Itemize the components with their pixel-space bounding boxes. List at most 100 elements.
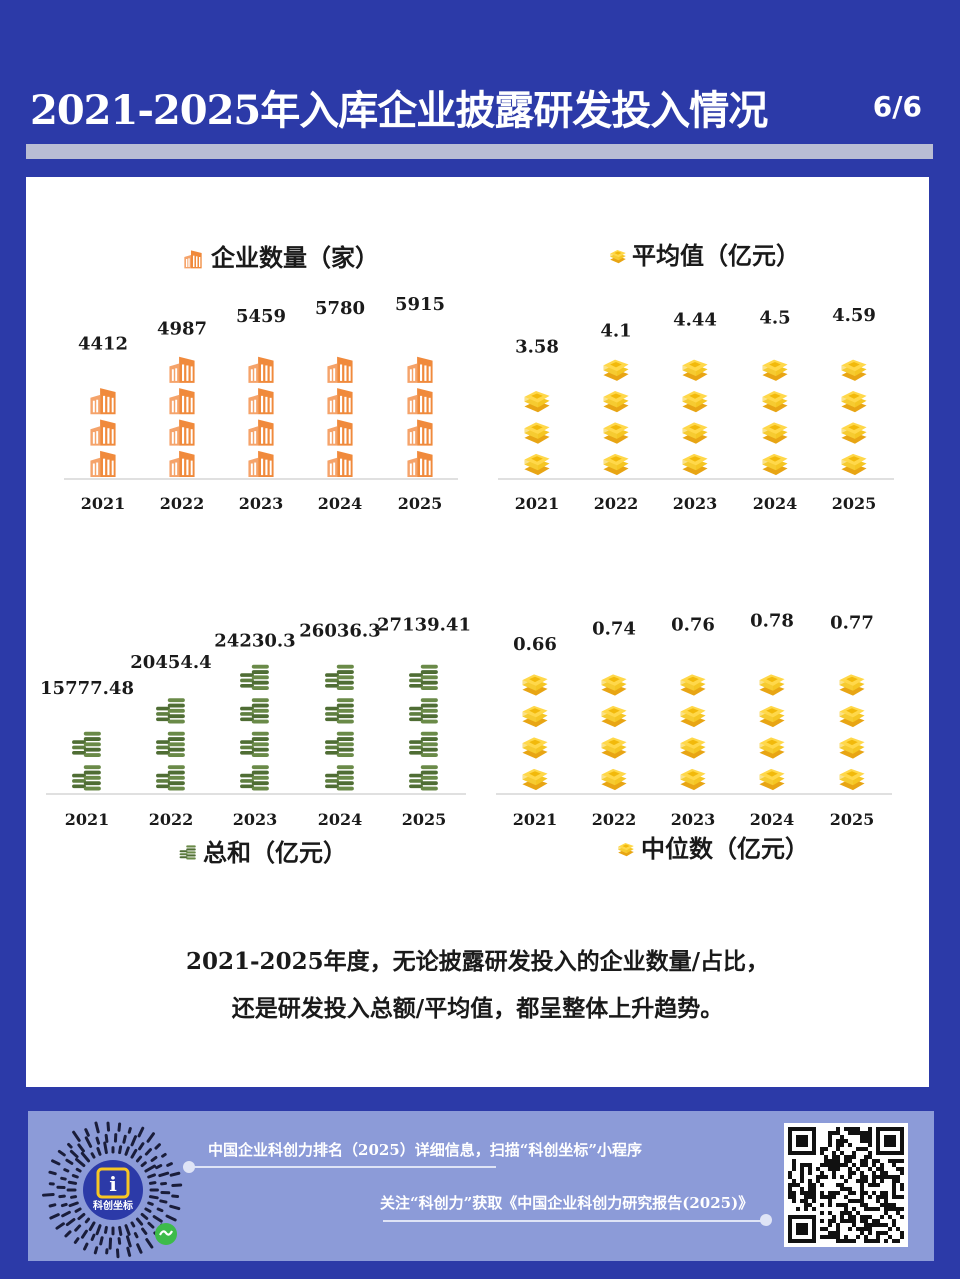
cash-stack-icon <box>759 737 785 759</box>
cash-stack-icon <box>841 391 867 413</box>
building-icon <box>407 419 433 446</box>
cash-stack-icon <box>524 366 550 381</box>
cash-stack-icon <box>841 453 867 476</box>
cash-stack-icon <box>680 674 706 696</box>
building-icon <box>407 450 433 478</box>
chart-average: 平均值（亿元） 3.5820214.120224.4420234.520244.… <box>498 241 894 513</box>
value-label: 4987 <box>157 319 207 340</box>
value-label: 5459 <box>236 306 286 327</box>
bar-count-2021: 4412 2021 <box>78 334 128 513</box>
bar-count-2025: 5915 2025 <box>395 294 445 513</box>
cash-stack-icon <box>601 705 627 728</box>
bar-count-2022: 4987 2022 <box>157 319 207 513</box>
cash-stack-icon <box>762 391 788 413</box>
value-label: 15777.48 <box>40 678 134 699</box>
value-label: 5915 <box>395 294 445 315</box>
x-tick-label: 2021 <box>515 494 560 513</box>
bar-total-2023: 24230.3 2023 <box>214 631 295 829</box>
cash-stack-icon <box>839 705 865 728</box>
value-label: 0.66 <box>513 634 557 655</box>
building-icon <box>407 388 433 415</box>
cash-stack-icon <box>618 843 634 857</box>
building-icon <box>169 356 195 383</box>
bar-average-2023: 4.44 2023 <box>673 310 718 513</box>
cash-stack-icon <box>680 737 706 759</box>
value-label: 27139.41 <box>377 614 471 635</box>
cash-stack-icon <box>522 705 548 728</box>
building-icon <box>184 250 202 269</box>
value-label: 0.77 <box>830 612 874 633</box>
chart-average-bars: 3.58 2021 4.1 2022 4.44 2023 4.5 2024 4.59 2025 <box>515 305 877 513</box>
page-number: 6/6 <box>872 90 922 123</box>
value-label: 4.59 <box>832 305 876 326</box>
cash-stack-icon <box>524 453 550 476</box>
cash-stack-icon <box>680 768 706 791</box>
cash-stack-icon <box>610 250 626 264</box>
connector-line-2 <box>383 1220 763 1222</box>
value-label: 20454.4 <box>130 652 211 673</box>
value-label: 4412 <box>78 334 128 355</box>
bar-median-2021: 0.66 2021 <box>513 634 558 829</box>
x-tick-label: 2025 <box>402 810 447 829</box>
chart-count-bars: 4412 2021 4987 2022 5459 2023 5780 2024 5915 2025 <box>78 294 445 513</box>
footer-text-1: 中国企业科创力排名（2025）详细信息，扫描“科创坐标”小程序 <box>208 1141 643 1159</box>
bar-average-2025: 4.59 2025 <box>832 305 877 513</box>
cash-stack-icon <box>682 453 708 476</box>
value-label: 4.1 <box>600 320 631 341</box>
building-icon <box>327 328 353 352</box>
building-icon <box>407 356 433 383</box>
building-icon <box>327 356 353 383</box>
building-icon <box>90 419 116 446</box>
cash-stack-icon <box>524 391 550 413</box>
x-tick-label: 2021 <box>81 494 126 513</box>
coin-stack-icon <box>72 731 101 757</box>
cash-stack-icon <box>601 674 627 696</box>
charts-canvas: 企业数量（家） 4412 2021 4987 2022 5459 2023 5780 2024… <box>40 241 894 867</box>
cash-stack-icon <box>759 642 785 665</box>
chart-total-bars: 15777.48 2021 20454.4 2022 24230.3 2023 26036.… <box>40 614 471 829</box>
x-tick-label: 2025 <box>832 494 877 513</box>
x-tick-label: 2023 <box>239 494 284 513</box>
cash-stack-icon <box>841 359 867 381</box>
building-icon <box>327 388 353 415</box>
bar-median-2025: 0.77 2025 <box>830 612 875 829</box>
chart-median-title-text: 中位数（亿元） <box>641 834 809 863</box>
cash-stack-icon <box>682 339 708 350</box>
chart-total: 15777.48 2021 20454.4 2022 24230.3 2023 26036.… <box>40 614 471 867</box>
x-tick-label: 2024 <box>753 494 798 513</box>
qr-code[interactable] <box>784 1123 908 1247</box>
building-icon <box>169 419 195 446</box>
building-icon <box>248 356 274 383</box>
cash-stack-icon <box>601 648 627 665</box>
title-underline <box>26 144 933 159</box>
bar-total-2025: 27139.41 2025 <box>377 614 471 829</box>
chart-total-title: 总和（亿元） <box>179 838 347 867</box>
connector-dot-2 <box>760 1214 772 1226</box>
mini-program-code[interactable]: i 科创坐标 <box>40 1117 186 1263</box>
coin-stack-icon <box>409 731 438 757</box>
building-icon <box>407 325 433 352</box>
chart-average-title-text: 平均值（亿元） <box>632 241 800 270</box>
cash-stack-icon <box>759 674 785 696</box>
bar-total-2022: 20454.4 2022 <box>130 652 211 829</box>
cash-stack-icon <box>839 674 865 696</box>
bar-total-2021: 15777.48 2021 <box>40 678 134 829</box>
footer-banner: i 科创坐标 中国企业科创力排名（2025）详细信息，扫描“科创坐标”小程序 关… <box>28 1111 934 1261</box>
cash-stack-icon <box>522 674 548 696</box>
bar-average-2024: 4.5 2024 <box>753 308 798 513</box>
cash-stack-icon <box>759 705 785 728</box>
cash-stack-icon <box>841 335 867 350</box>
coin-stack-icon <box>156 731 185 757</box>
building-icon <box>248 336 274 352</box>
cash-stack-icon <box>759 768 785 791</box>
content-panel: 企业数量（家） 4412 2021 4987 2022 5459 2023 5780 2024… <box>26 177 929 1087</box>
chart-count-title: 企业数量（家） <box>184 243 379 272</box>
summary-line-1: 2021-2025年度，无论披露研发投入的企业数量/占比， <box>186 948 769 975</box>
bar-total-2024: 26036.3 2024 <box>299 621 380 829</box>
bar-median-2024: 0.78 2024 <box>750 610 795 829</box>
connector-line-1 <box>191 1166 496 1168</box>
cash-stack-icon <box>522 737 548 759</box>
value-label: 3.58 <box>515 337 559 358</box>
coin-stack-icon <box>240 731 269 757</box>
cash-stack-icon <box>762 337 788 350</box>
